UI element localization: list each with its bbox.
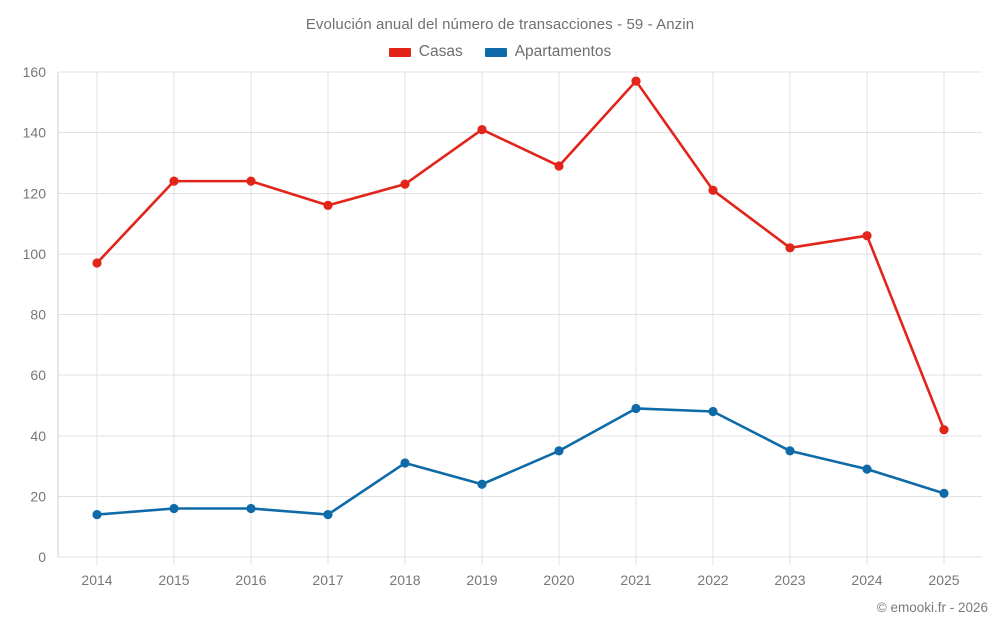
data-point[interactable]	[246, 176, 256, 186]
y-axis-tick-label: 60	[30, 367, 46, 383]
data-point[interactable]	[939, 488, 949, 498]
data-point[interactable]	[554, 161, 564, 171]
data-point[interactable]	[400, 458, 410, 468]
x-axis-tick-label: 2021	[620, 572, 651, 588]
x-axis-tick-label: 2020	[543, 572, 574, 588]
y-axis-tick-label: 120	[23, 185, 47, 201]
legend-item-apartamentos[interactable]: Apartamentos	[484, 43, 612, 61]
data-point[interactable]	[400, 179, 410, 189]
data-point[interactable]	[323, 200, 333, 210]
data-point[interactable]	[554, 446, 564, 456]
data-point[interactable]	[477, 479, 487, 489]
chart-legend: Casas Apartamentos	[0, 43, 1000, 61]
legend-swatch-apartamentos	[484, 47, 507, 57]
y-axis-tick-label: 160	[23, 64, 47, 80]
credit-text: © emooki.fr - 2026	[876, 600, 988, 615]
data-point[interactable]	[246, 503, 256, 514]
legend-swatch-casas	[388, 47, 411, 57]
data-point[interactable]	[92, 258, 102, 268]
data-point[interactable]	[477, 124, 487, 135]
data-point[interactable]	[939, 425, 949, 435]
y-axis-tick-label: 140	[23, 125, 47, 141]
x-axis-tick-label: 2018	[389, 572, 420, 588]
data-point[interactable]	[862, 231, 872, 241]
y-axis-tick-label: 40	[30, 428, 46, 444]
data-point[interactable]	[708, 406, 718, 417]
data-point[interactable]	[323, 509, 333, 520]
y-axis-tick-label: 100	[23, 246, 47, 262]
x-axis-tick-label: 2019	[466, 572, 497, 588]
x-axis-tick-label: 2022	[697, 572, 728, 588]
y-axis-tick-label: 0	[38, 549, 46, 565]
data-point[interactable]	[631, 403, 641, 414]
data-point[interactable]	[785, 243, 795, 253]
x-axis-tick-label: 2024	[851, 572, 882, 588]
y-axis-tick-label: 80	[30, 307, 46, 323]
x-axis-tick-label: 2025	[928, 572, 959, 588]
series-line-casas	[95, 79, 946, 431]
y-axis-tick-label: 20	[30, 488, 46, 504]
legend-label-casas: Casas	[418, 43, 463, 60]
chart-title: Evolución anual del número de transaccio…	[305, 16, 695, 33]
data-point[interactable]	[785, 446, 795, 456]
legend-item-casas[interactable]: Casas	[388, 43, 463, 61]
x-axis-tick-label: 2023	[774, 572, 805, 588]
data-point[interactable]	[862, 464, 872, 474]
data-point[interactable]	[631, 76, 641, 86]
x-axis-tick-label: 2017	[312, 572, 343, 588]
x-axis-tick-label: 2015	[158, 572, 189, 588]
data-point[interactable]	[92, 509, 102, 520]
series-line-apartamentos	[95, 407, 946, 516]
legend-label-apartamentos: Apartamentos	[514, 43, 612, 60]
data-point[interactable]	[708, 185, 718, 195]
x-axis-tick-label: 2016	[235, 572, 266, 588]
data-point[interactable]	[169, 503, 179, 514]
x-axis-tick-label: 2014	[81, 572, 112, 588]
data-point[interactable]	[169, 176, 179, 186]
